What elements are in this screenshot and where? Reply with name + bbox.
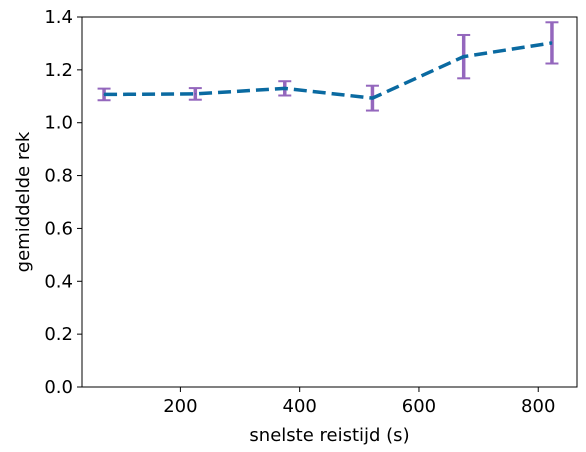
x-tick-label: 800 — [521, 396, 555, 417]
y-tick-label: 0.8 — [44, 166, 73, 187]
data-line — [104, 41, 553, 100]
y-axis-label: gemiddelde rek — [13, 131, 34, 272]
x-axis-label: snelste reistijd (s) — [249, 425, 409, 446]
x-tick-label: 400 — [283, 396, 317, 417]
data-point — [463, 56, 465, 58]
y-tick-label: 0.2 — [44, 324, 73, 345]
series-line — [103, 41, 553, 100]
data-point — [551, 42, 553, 44]
errorbars — [97, 21, 559, 112]
y-tick-label: 1.2 — [44, 60, 73, 81]
x-tick-label: 600 — [402, 396, 436, 417]
data-point — [103, 93, 105, 95]
y-tick-label: 1.4 — [44, 7, 73, 28]
y-tick-label: 0.6 — [44, 218, 73, 239]
y-tick-label: 0.0 — [44, 377, 73, 398]
data-point — [284, 87, 286, 89]
y-axis-ticks: 0.0 0.2 0.4 0.6 0.8 1.0 1.2 1.4 — [44, 7, 82, 398]
plot-frame — [81, 16, 578, 388]
y-tick-label: 0.4 — [44, 271, 73, 292]
x-axis-ticks: 200 400 600 800 — [163, 387, 555, 417]
data-point — [194, 93, 196, 95]
y-tick-label: 1.0 — [44, 113, 73, 134]
x-tick-label: 200 — [163, 396, 197, 417]
data-point — [371, 97, 373, 99]
